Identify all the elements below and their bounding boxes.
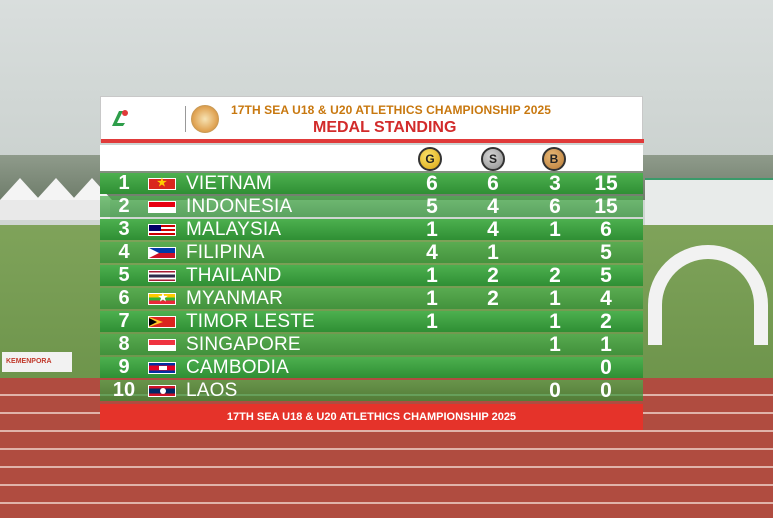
province-seal-icon bbox=[191, 105, 219, 133]
bronze-count: 2 bbox=[549, 264, 561, 287]
rank: 5 bbox=[118, 264, 130, 286]
thailand-flag-icon bbox=[148, 270, 176, 282]
table-row: 3 MALAYSIA 1 4 1 6 bbox=[100, 219, 643, 240]
table-row: 6 MYANMAR 1 2 1 4 bbox=[100, 288, 643, 309]
timor-leste-flag-icon bbox=[148, 316, 176, 328]
medal-standing-title: MEDAL STANDING bbox=[313, 119, 457, 136]
country-name: SINGAPORE bbox=[186, 334, 301, 355]
country-name: MYANMAR bbox=[186, 288, 284, 309]
table-row: 9 CAMBODIA 0 bbox=[100, 357, 643, 378]
rank: 6 bbox=[118, 287, 130, 309]
country-name: INDONESIA bbox=[186, 196, 293, 217]
philippines-flag-icon bbox=[148, 247, 176, 259]
medal-header-row: G S B bbox=[100, 145, 643, 171]
rank: 7 bbox=[118, 310, 130, 332]
total-count: 4 bbox=[600, 287, 612, 310]
rank: 3 bbox=[118, 218, 130, 240]
total-count: 1 bbox=[600, 333, 612, 356]
singapore-flag-icon bbox=[148, 339, 176, 351]
silver-count: 4 bbox=[487, 195, 499, 218]
malaysia-flag-icon bbox=[148, 224, 176, 236]
total-count: 5 bbox=[600, 241, 612, 264]
bronze-count: 0 bbox=[549, 379, 561, 402]
rank: 9 bbox=[118, 356, 130, 378]
medal-board: 17TH SEA U18 & U20 ATLETHICS CHAMPIONSHI… bbox=[100, 96, 644, 430]
running-track bbox=[0, 378, 773, 518]
bronze-count: 3 bbox=[549, 172, 561, 195]
table-row: 7 TIMOR LESTE 1 1 2 bbox=[100, 311, 643, 332]
logo-divider bbox=[185, 106, 186, 132]
gold-count: 4 bbox=[426, 241, 438, 264]
championship-logo-icon bbox=[112, 110, 128, 126]
table-row: 2 INDONESIA 5 4 6 15 bbox=[100, 196, 643, 217]
board-header: 17TH SEA U18 & U20 ATLETHICS CHAMPIONSHI… bbox=[100, 96, 644, 143]
silver-medal-icon: S bbox=[481, 147, 505, 171]
gold-count: 1 bbox=[426, 264, 438, 287]
country-name: THAILAND bbox=[186, 265, 282, 286]
bronze-count: 1 bbox=[549, 287, 561, 310]
table-row: 8 SINGAPORE 1 1 bbox=[100, 334, 643, 355]
country-name: VIETNAM bbox=[186, 173, 272, 194]
bronze-count: 1 bbox=[549, 310, 561, 333]
bronze-count: 6 bbox=[549, 195, 561, 218]
total-count: 5 bbox=[600, 264, 612, 287]
bronze-count: 1 bbox=[549, 333, 561, 356]
rank: 4 bbox=[118, 241, 130, 263]
myanmar-flag-icon bbox=[148, 291, 176, 305]
building bbox=[645, 180, 773, 225]
rank: 8 bbox=[118, 333, 130, 355]
rank: 1 bbox=[118, 172, 130, 194]
silver-count: 2 bbox=[487, 287, 499, 310]
total-count: 15 bbox=[594, 172, 618, 195]
total-count: 0 bbox=[600, 356, 612, 379]
country-name: FILIPINA bbox=[186, 242, 265, 263]
bronze-medal-icon: B bbox=[542, 147, 566, 171]
vietnam-flag-icon bbox=[148, 176, 176, 190]
bronze-count: 1 bbox=[549, 218, 561, 241]
silver-count: 6 bbox=[487, 172, 499, 195]
silver-count: 4 bbox=[487, 218, 499, 241]
total-count: 6 bbox=[600, 218, 612, 241]
table-row: 5 THAILAND 1 2 2 5 bbox=[100, 265, 643, 286]
gold-count: 1 bbox=[426, 218, 438, 241]
sponsor-board: KEMENPORA bbox=[2, 352, 72, 372]
country-name: MALAYSIA bbox=[186, 219, 282, 240]
rank: 10 bbox=[112, 379, 136, 401]
table-row: 4 FILIPINA 4 1 5 bbox=[100, 242, 643, 263]
gold-count: 1 bbox=[426, 287, 438, 310]
gold-medal-icon: G bbox=[418, 147, 442, 171]
silver-count: 1 bbox=[487, 241, 499, 264]
table-row: 10 LAOS 0 0 bbox=[100, 380, 643, 401]
gold-count: 1 bbox=[426, 310, 438, 333]
country-name: CAMBODIA bbox=[186, 357, 289, 378]
country-name: LAOS bbox=[186, 380, 238, 401]
tent-icon bbox=[0, 178, 40, 200]
cambodia-flag-icon bbox=[148, 362, 176, 374]
total-count: 2 bbox=[600, 310, 612, 333]
total-count: 15 bbox=[594, 195, 618, 218]
table-row: 1 VIETNAM 6 6 3 15 bbox=[100, 173, 643, 194]
gold-count: 5 bbox=[426, 195, 438, 218]
header-divider bbox=[101, 139, 644, 143]
tent-base bbox=[0, 200, 110, 220]
laos-flag-icon bbox=[148, 385, 176, 397]
standings-table: 1 VIETNAM 6 6 3 15 2 INDONESIA 5 4 6 15 … bbox=[100, 173, 643, 403]
gold-count: 6 bbox=[426, 172, 438, 195]
total-count: 0 bbox=[600, 379, 612, 402]
country-name: TIMOR LESTE bbox=[186, 311, 315, 332]
tent-icon bbox=[36, 178, 76, 200]
board-footer: 17TH SEA U18 & U20 ATLETHICS CHAMPIONSHI… bbox=[100, 404, 643, 430]
championship-title: 17TH SEA U18 & U20 ATLETHICS CHAMPIONSHI… bbox=[231, 103, 552, 117]
rank: 2 bbox=[118, 195, 130, 217]
silver-count: 2 bbox=[487, 264, 499, 287]
indonesia-flag-icon bbox=[148, 201, 176, 213]
